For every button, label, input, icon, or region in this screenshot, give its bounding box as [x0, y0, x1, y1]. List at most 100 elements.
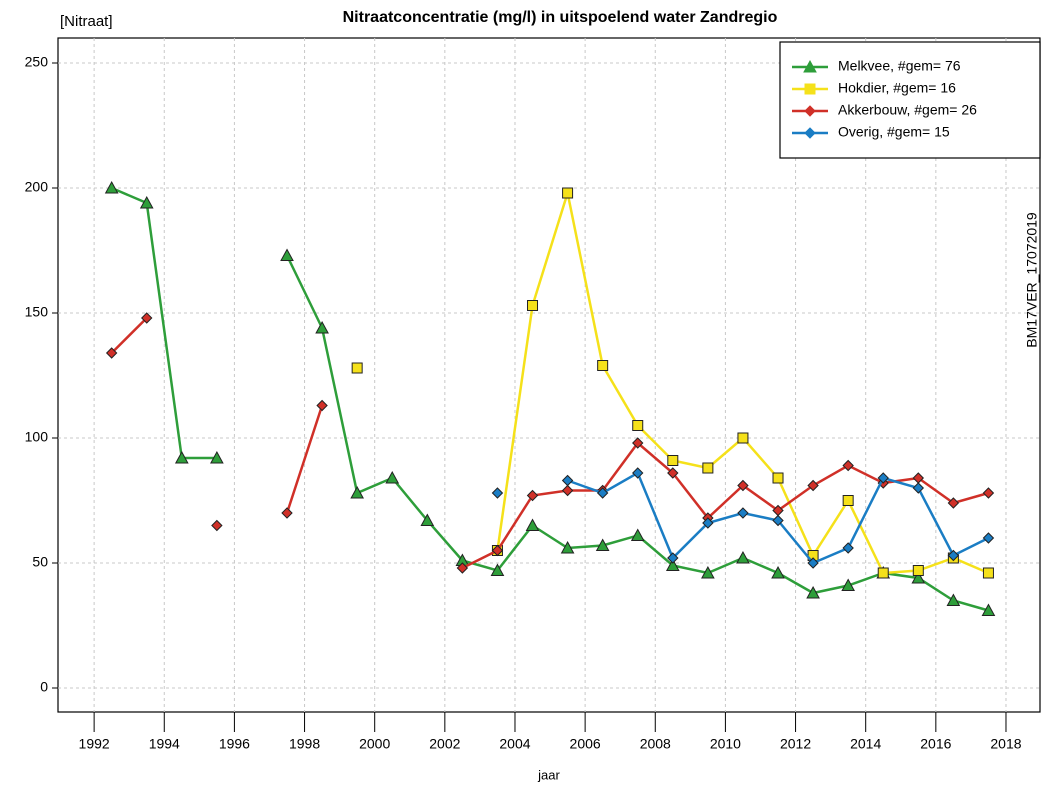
- x-tick-label: 2006: [570, 736, 601, 752]
- marker: [315, 320, 329, 334]
- marker: [597, 360, 609, 371]
- plot-frame: [57, 37, 1041, 713]
- marker: [912, 565, 924, 576]
- x-tick-label: 2000: [359, 736, 390, 752]
- marker: [806, 585, 820, 599]
- x-tick-label: 1996: [219, 736, 250, 752]
- marker: [595, 538, 610, 551]
- x-axis-label: jaar: [537, 767, 560, 782]
- series-line: [110, 317, 989, 570]
- marker: [491, 544, 504, 557]
- marker: [911, 570, 926, 584]
- marker: [842, 459, 854, 472]
- marker: [981, 603, 996, 616]
- marker: [632, 467, 644, 479]
- marker: [702, 462, 714, 474]
- x-tick-label: 2002: [429, 736, 460, 752]
- legend-label: Akkerbouw, #gem= 26: [838, 102, 977, 118]
- marker: [280, 248, 294, 261]
- marker: [281, 507, 293, 519]
- marker: [947, 497, 960, 509]
- marker: [842, 542, 854, 554]
- marker: [174, 450, 189, 464]
- marker: [737, 507, 749, 519]
- y-tick-label: 200: [25, 179, 49, 195]
- marker: [771, 565, 785, 579]
- marker: [630, 528, 645, 541]
- marker: [527, 300, 539, 311]
- marker: [596, 487, 609, 499]
- y-tick-label: 150: [25, 304, 49, 320]
- x-tick-label: 2014: [850, 736, 881, 752]
- y-tick-label: 0: [40, 679, 48, 695]
- marker: [456, 562, 469, 574]
- marker: [772, 514, 784, 527]
- y-tick-label: 50: [32, 554, 48, 570]
- x-tick-label: 2016: [920, 736, 951, 752]
- marker: [560, 540, 575, 554]
- marker: [139, 195, 154, 209]
- marker: [737, 432, 749, 444]
- marker: [982, 487, 995, 499]
- x-tick-label: 1992: [79, 736, 110, 752]
- marker: [667, 455, 679, 466]
- marker: [701, 565, 715, 579]
- marker: [804, 127, 816, 139]
- marker: [210, 450, 224, 464]
- marker: [842, 495, 854, 506]
- marker: [807, 557, 819, 569]
- marker: [105, 347, 118, 359]
- marker: [665, 558, 680, 571]
- marker: [946, 593, 961, 606]
- marker: [632, 437, 644, 449]
- y-tick-label: 100: [25, 429, 49, 445]
- side-note: BM17VER_17072019: [1024, 212, 1040, 348]
- marker: [351, 362, 363, 374]
- marker: [841, 578, 856, 591]
- marker: [562, 187, 574, 199]
- y-axis-label: [Nitraat]: [60, 13, 113, 30]
- legend-box: [779, 41, 1041, 159]
- marker: [491, 487, 504, 499]
- marker: [807, 479, 819, 492]
- x-tick-label: 1994: [149, 736, 180, 752]
- marker: [947, 549, 960, 562]
- marker: [141, 312, 153, 324]
- marker: [525, 518, 540, 531]
- marker: [982, 532, 995, 544]
- x-tick-label: 1998: [289, 736, 320, 752]
- legend-label: Melkvee, #gem= 76: [838, 58, 961, 74]
- legend-label: Overig, #gem= 15: [838, 124, 950, 140]
- marker: [667, 467, 679, 479]
- marker: [982, 567, 994, 579]
- marker: [420, 513, 435, 526]
- chart-title: Nitraatconcentratie (mg/l) in uitspoelen…: [343, 9, 778, 26]
- x-tick-label: 2018: [990, 736, 1021, 752]
- marker: [877, 472, 889, 484]
- marker: [526, 489, 539, 502]
- x-tick-label: 2008: [640, 736, 671, 752]
- legend-label: Hokdier, #gem= 16: [838, 80, 956, 96]
- y-tick-label: 250: [25, 54, 49, 70]
- marker: [490, 563, 505, 576]
- marker: [877, 567, 889, 579]
- x-tick-label: 2004: [499, 736, 530, 752]
- x-tick-label: 2010: [710, 736, 741, 752]
- marker: [737, 479, 749, 492]
- marker: [561, 474, 574, 487]
- marker: [385, 470, 400, 484]
- marker: [804, 83, 816, 95]
- marker: [667, 552, 679, 564]
- marker: [772, 472, 784, 484]
- x-tick-label: 2012: [780, 736, 811, 752]
- marker: [632, 420, 644, 431]
- marker: [316, 399, 328, 412]
- marker: [211, 519, 223, 532]
- marker: [104, 180, 119, 194]
- marker: [736, 550, 750, 564]
- marker: [350, 485, 365, 499]
- marker: [912, 482, 925, 494]
- marker: [561, 484, 574, 497]
